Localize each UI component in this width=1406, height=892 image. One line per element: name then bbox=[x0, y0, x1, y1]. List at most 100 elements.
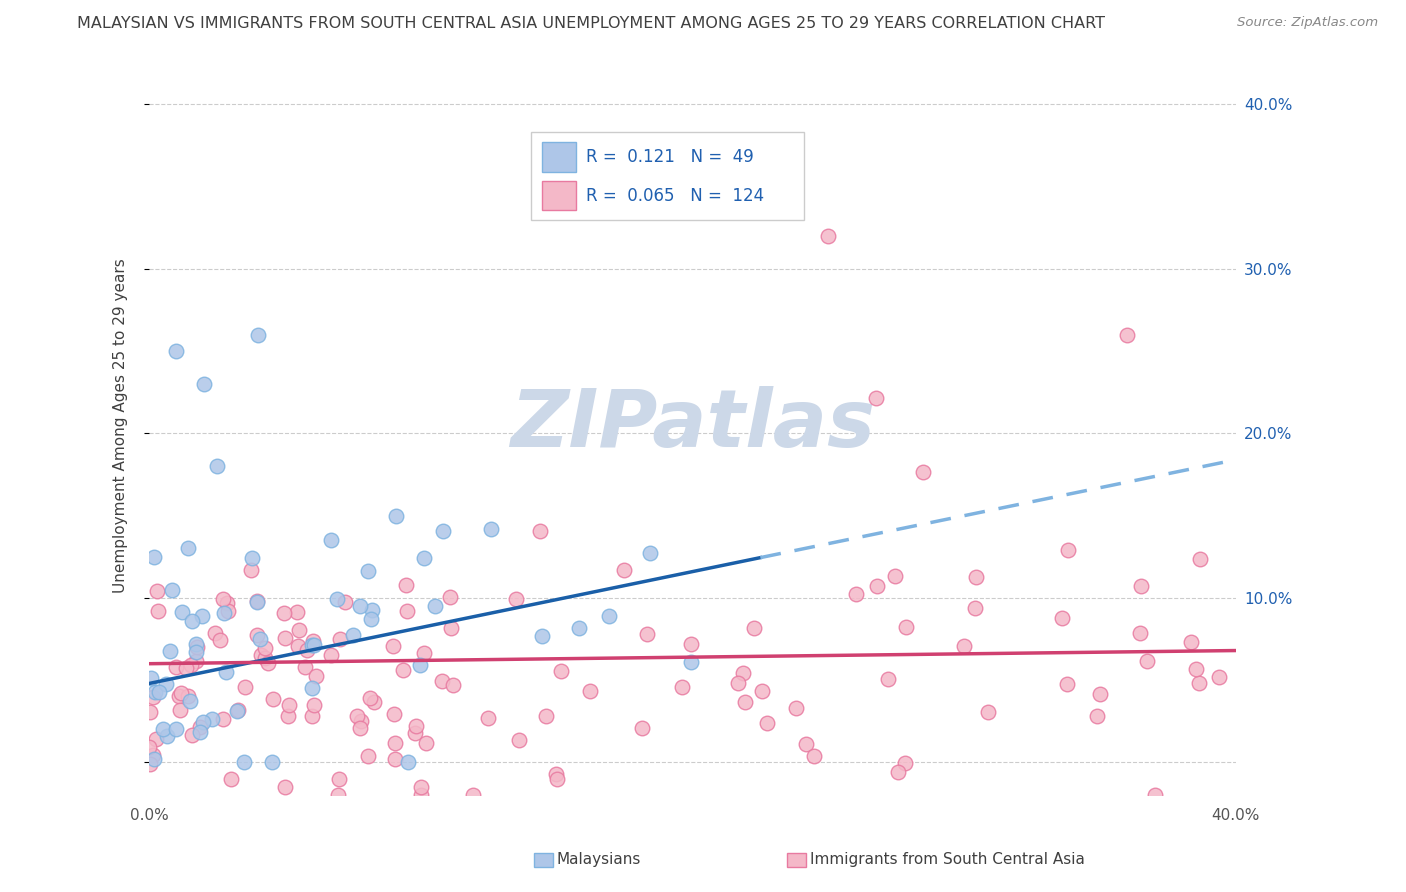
Point bbox=[794, 737, 817, 751]
Point bbox=[142, 690, 165, 704]
Point bbox=[249, 632, 271, 646]
Point bbox=[260, 756, 283, 770]
Point bbox=[214, 607, 236, 621]
Point bbox=[254, 650, 277, 665]
Point bbox=[159, 644, 181, 658]
Point bbox=[865, 391, 887, 405]
Point bbox=[481, 522, 503, 536]
Point bbox=[439, 590, 461, 604]
Point bbox=[817, 229, 839, 244]
Point bbox=[679, 655, 702, 669]
Point bbox=[215, 596, 238, 610]
Point bbox=[186, 640, 208, 654]
Point bbox=[188, 725, 211, 739]
Point bbox=[274, 780, 297, 794]
Point bbox=[200, 712, 222, 726]
Point bbox=[246, 594, 269, 608]
Point bbox=[396, 604, 419, 618]
Point bbox=[273, 631, 295, 645]
Point bbox=[302, 639, 325, 653]
Point bbox=[803, 749, 825, 764]
Point bbox=[911, 465, 934, 479]
Point bbox=[169, 703, 191, 717]
Point bbox=[249, 648, 271, 662]
Point bbox=[598, 608, 620, 623]
Point bbox=[204, 625, 226, 640]
Point bbox=[225, 704, 247, 718]
Point bbox=[441, 678, 464, 692]
Point bbox=[413, 647, 436, 661]
Point bbox=[1180, 635, 1202, 649]
Point bbox=[186, 637, 208, 651]
Point bbox=[785, 701, 807, 715]
Point bbox=[415, 735, 437, 749]
Point bbox=[405, 719, 427, 733]
Text: MALAYSIAN VS IMMIGRANTS FROM SOUTH CENTRAL ASIA UNEMPLOYMENT AMONG AGES 25 TO 29: MALAYSIAN VS IMMIGRANTS FROM SOUTH CENTR… bbox=[76, 16, 1105, 31]
Point bbox=[1208, 670, 1230, 684]
Point bbox=[1085, 708, 1108, 723]
Point bbox=[184, 654, 207, 668]
Point bbox=[193, 377, 215, 392]
Point bbox=[550, 664, 572, 678]
Point bbox=[384, 752, 406, 766]
Point bbox=[217, 604, 239, 618]
Point bbox=[181, 614, 204, 628]
Point bbox=[1184, 662, 1206, 676]
Point bbox=[278, 698, 301, 712]
Point bbox=[894, 756, 917, 770]
Point bbox=[578, 684, 600, 698]
Point bbox=[384, 735, 406, 749]
Point bbox=[1116, 327, 1139, 342]
Point bbox=[865, 579, 887, 593]
Point bbox=[1130, 579, 1153, 593]
Point bbox=[363, 695, 385, 709]
Point bbox=[883, 569, 905, 583]
Point bbox=[177, 690, 200, 704]
Point bbox=[209, 633, 232, 648]
Point bbox=[219, 772, 242, 786]
Point bbox=[409, 789, 432, 803]
Point bbox=[395, 577, 418, 591]
Point bbox=[1189, 552, 1212, 566]
Point bbox=[357, 564, 380, 578]
Point bbox=[636, 626, 658, 640]
Point bbox=[328, 772, 350, 786]
Point bbox=[360, 602, 382, 616]
Point bbox=[188, 721, 211, 735]
Point bbox=[240, 550, 263, 565]
Point bbox=[305, 669, 328, 683]
Point bbox=[952, 639, 974, 653]
Point bbox=[145, 732, 167, 747]
Point bbox=[756, 716, 779, 731]
Bar bbox=[543, 181, 575, 211]
Point bbox=[638, 546, 661, 560]
Point bbox=[963, 601, 986, 615]
Point bbox=[751, 684, 773, 698]
Point bbox=[301, 634, 323, 648]
Point bbox=[165, 660, 187, 674]
Point bbox=[180, 657, 202, 672]
Point bbox=[326, 592, 349, 607]
Point bbox=[138, 740, 160, 755]
Point bbox=[155, 677, 177, 691]
Point bbox=[142, 747, 165, 762]
Y-axis label: Unemployment Among Ages 25 to 29 years: Unemployment Among Ages 25 to 29 years bbox=[114, 258, 128, 592]
Point bbox=[404, 726, 426, 740]
Point bbox=[544, 767, 567, 781]
Point bbox=[432, 524, 454, 538]
Point bbox=[165, 723, 187, 737]
Point bbox=[302, 698, 325, 713]
Point bbox=[385, 508, 408, 523]
Point bbox=[409, 658, 432, 673]
Point bbox=[877, 673, 900, 687]
Point bbox=[139, 757, 162, 772]
Point bbox=[333, 595, 356, 609]
Text: Malaysians: Malaysians bbox=[557, 853, 641, 867]
Point bbox=[277, 709, 299, 723]
Point bbox=[301, 708, 323, 723]
Point bbox=[328, 789, 350, 803]
Point bbox=[423, 599, 446, 613]
Point bbox=[191, 609, 214, 624]
Point bbox=[143, 549, 166, 564]
Point bbox=[477, 711, 499, 725]
